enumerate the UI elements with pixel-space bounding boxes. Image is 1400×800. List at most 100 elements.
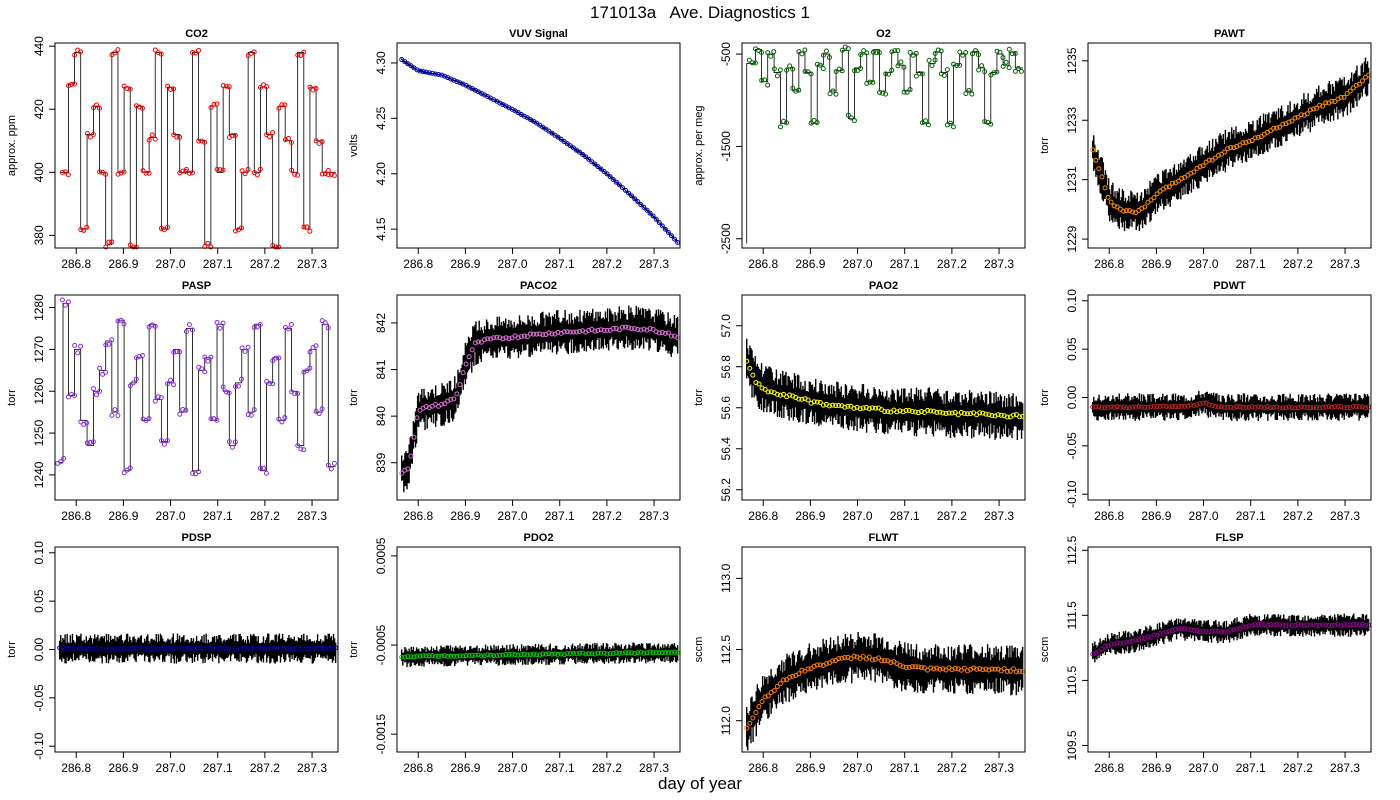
data-point xyxy=(1099,405,1105,411)
data-point xyxy=(1258,404,1264,410)
data-point xyxy=(298,52,304,58)
y-tick-label: 842 xyxy=(374,313,388,333)
data-point xyxy=(860,405,866,411)
data-point xyxy=(1017,414,1023,420)
x-tick-label: 287.0 xyxy=(156,509,186,523)
x-tick-label: 287.1 xyxy=(545,257,575,271)
y-tick-label: 113.0 xyxy=(719,563,733,592)
data-point xyxy=(168,377,174,383)
data-point xyxy=(1117,404,1123,410)
data-point xyxy=(1356,81,1362,87)
panel-flsp: FLSP sccm 109.5 110.5 111.5 112.5 286.8 286.9 28… xyxy=(1039,532,1372,775)
data-point xyxy=(81,227,87,233)
data-point xyxy=(1314,622,1320,628)
data-point xyxy=(589,651,595,657)
data-point xyxy=(288,139,294,145)
data-trace xyxy=(59,52,336,248)
panel-title: VUV Signal xyxy=(509,28,568,40)
data-point xyxy=(1206,629,1212,635)
data-point xyxy=(115,412,121,418)
data-point xyxy=(130,645,136,651)
data-point xyxy=(1191,402,1197,408)
data-point xyxy=(196,138,202,144)
data-point xyxy=(1332,98,1338,104)
data-point xyxy=(149,646,155,652)
data-point xyxy=(84,224,90,230)
data-point xyxy=(497,652,503,658)
data-point xyxy=(915,410,921,416)
data-point xyxy=(1012,50,1018,56)
data-point xyxy=(964,411,970,417)
data-point xyxy=(932,57,938,63)
data-point xyxy=(613,650,619,656)
y-tick-label: 112.0 xyxy=(719,706,733,735)
data-point xyxy=(589,159,595,165)
data-point xyxy=(916,70,922,76)
data-point xyxy=(1166,629,1172,635)
data-point xyxy=(284,646,290,652)
data-point xyxy=(598,650,604,656)
data-point xyxy=(174,349,180,355)
data-point xyxy=(121,169,127,175)
data-point xyxy=(1133,404,1139,410)
data-point xyxy=(454,653,460,659)
data-point xyxy=(641,326,647,332)
y-tick-label: -0.10 xyxy=(32,732,46,760)
data-point xyxy=(601,327,607,333)
data-point xyxy=(778,124,784,130)
data-point xyxy=(58,459,64,465)
x-tick-label: 287.3 xyxy=(297,761,327,775)
data-point xyxy=(488,652,494,658)
y-tick-label: 1235 xyxy=(1065,47,1079,74)
data-point xyxy=(619,650,625,656)
data-point xyxy=(1289,623,1295,629)
data-point xyxy=(848,115,854,121)
x-tick-label: 286.8 xyxy=(403,257,433,271)
data-point xyxy=(877,89,883,95)
data-point xyxy=(638,649,644,655)
data-point xyxy=(1163,184,1169,190)
y-axis-label: volts xyxy=(348,134,360,157)
data-point xyxy=(288,322,294,328)
data-point xyxy=(961,410,967,416)
data-point xyxy=(81,646,87,652)
data-point xyxy=(577,650,583,656)
data-point xyxy=(876,655,882,661)
data-point xyxy=(586,327,592,333)
data-point xyxy=(208,354,214,360)
data-point xyxy=(1127,639,1133,645)
x-tick-label: 286.9 xyxy=(795,509,825,523)
data-point xyxy=(208,244,214,250)
data-point xyxy=(503,651,509,657)
data-point xyxy=(817,62,823,68)
data-point xyxy=(784,677,790,683)
data-point xyxy=(232,228,238,234)
data-point xyxy=(659,223,665,229)
data-point xyxy=(247,645,253,651)
y-axis-label: sccm xyxy=(1039,637,1051,663)
data-point xyxy=(167,646,173,652)
data-point xyxy=(808,71,814,77)
x-tick-label: 287.2 xyxy=(937,509,967,523)
data-point xyxy=(781,391,787,397)
data-point xyxy=(469,347,475,353)
data-point xyxy=(790,673,796,679)
data-point xyxy=(1240,404,1246,410)
data-point xyxy=(659,330,665,336)
panel-title: PDSP xyxy=(182,532,212,544)
data-point xyxy=(928,665,934,671)
data-point xyxy=(276,416,282,422)
data-point xyxy=(537,331,543,337)
data-point xyxy=(577,329,583,335)
data-point xyxy=(955,412,961,418)
data-point xyxy=(1102,185,1108,191)
data-point xyxy=(771,688,777,694)
panel-vuv-signal: VUV Signal volts 4.15 4.20 4.25 4.30 286.8 286.… xyxy=(348,28,681,271)
panel-o2: O2 approx. per meg -2500 -1500 -500 286.8 286.… xyxy=(693,28,1026,271)
data-point xyxy=(983,411,989,417)
y-tick-label: 4.30 xyxy=(374,51,388,75)
data-point xyxy=(94,102,100,108)
data-point xyxy=(265,646,271,652)
y-tick-label: 0.10 xyxy=(32,541,46,565)
data-point xyxy=(1323,404,1329,410)
